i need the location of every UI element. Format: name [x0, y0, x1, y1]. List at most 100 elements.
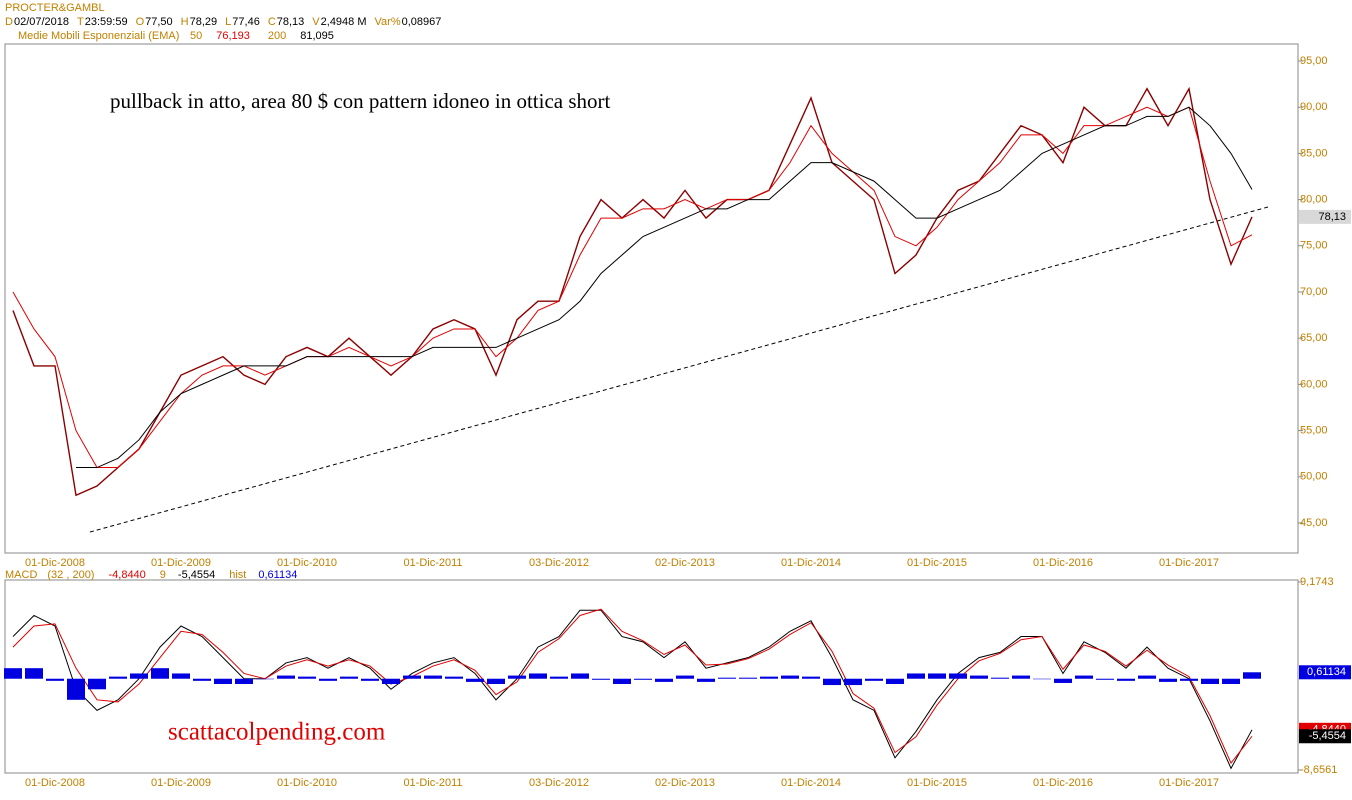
macd-legend: 9 — [160, 569, 166, 581]
y-tick-label: 95,00 — [1300, 55, 1328, 67]
x-tick-label: 01-Dic-2015 — [907, 557, 967, 569]
hist-bar — [1243, 672, 1261, 679]
x-tick-label: 01-Dic-2010 — [277, 777, 337, 789]
field-value: 77,50 — [145, 16, 173, 28]
hist-bar — [67, 678, 85, 700]
field-value: 2,4948 M — [321, 16, 367, 28]
hist-bar — [1138, 675, 1156, 679]
y-tick-label: 55,00 — [1300, 424, 1328, 436]
hist-bar — [592, 678, 610, 680]
hist-bar — [319, 678, 337, 681]
field-value: 02/07/2018 — [14, 16, 69, 28]
watermark: scattacolpending.com — [168, 719, 386, 746]
x-tick-label: 01-Dic-2009 — [151, 557, 211, 569]
hist-bar — [781, 675, 799, 679]
y-tick-label: 85,00 — [1300, 147, 1328, 159]
x-tick-label: 01-Dic-2015 — [907, 777, 967, 789]
hist-bar — [487, 678, 505, 685]
hist-bar — [382, 678, 400, 685]
hist-bar — [928, 673, 946, 679]
x-tick-label: 01-Dic-2008 — [25, 777, 85, 789]
series-line — [76, 106, 1253, 469]
legend-name: 50 — [190, 30, 202, 42]
hist-bar — [172, 673, 190, 679]
hist-bar — [1159, 678, 1177, 682]
macd-legend: MACD — [5, 569, 37, 581]
hist-bar — [655, 678, 673, 682]
macd-legend: hist — [229, 569, 246, 581]
last-value-box — [1299, 665, 1351, 680]
hist-bar — [214, 678, 232, 685]
x-tick-label: 03-Dic-2012 — [529, 557, 589, 569]
series-line — [12, 106, 1253, 469]
hist-bar — [886, 678, 904, 685]
x-tick-label: 01-Dic-2014 — [781, 777, 841, 789]
hist-bar — [256, 678, 274, 680]
hist-bar — [697, 678, 715, 682]
field-key: Var% — [375, 16, 401, 28]
y-tick-label: 50,00 — [1300, 471, 1328, 483]
hist-bar — [277, 675, 295, 679]
x-tick-label: 02-Dic-2013 — [655, 777, 715, 789]
x-tick-label: 01-Dic-2011 — [403, 557, 462, 569]
hist-bar — [1033, 678, 1051, 680]
hist-bar — [1222, 678, 1240, 685]
y-tick-label: 45,00 — [1300, 517, 1328, 529]
hist-bar — [424, 675, 442, 679]
field-key: D — [5, 16, 13, 28]
hist-bar — [1012, 675, 1030, 679]
hist-bar — [529, 673, 547, 679]
hist-bar — [445, 676, 463, 679]
y-tick-label: 65,00 — [1300, 332, 1328, 344]
x-tick-label: 01-Dic-2010 — [277, 557, 337, 569]
x-tick-label: 01-Dic-2017 — [1159, 557, 1219, 569]
hist-bar — [907, 673, 925, 679]
hist-bar — [4, 668, 22, 679]
x-tick-label: 01-Dic-2014 — [781, 557, 841, 569]
field-value: 78,29 — [190, 16, 218, 28]
field-key: C — [268, 16, 276, 28]
x-tick-label: 01-Dic-2011 — [403, 777, 462, 789]
y-tick-label: 70,00 — [1300, 286, 1328, 298]
hist-bar — [340, 676, 358, 679]
hist-bar — [1180, 678, 1198, 681]
y-tick-label: 60,00 — [1300, 378, 1328, 390]
hist-bar — [571, 673, 589, 679]
hist-bar — [676, 675, 694, 679]
hist-bar — [130, 673, 148, 679]
y-tick-label: 80,00 — [1300, 193, 1328, 205]
hist-bar — [193, 678, 211, 681]
hist-bar — [739, 677, 757, 679]
x-tick-label: 02-Dic-2013 — [655, 557, 715, 569]
hist-bar — [823, 678, 841, 686]
hist-bar — [613, 678, 631, 685]
hist-bar — [1117, 678, 1135, 681]
y-tick-label: 9,1743 — [1300, 576, 1334, 588]
hist-bar — [550, 676, 568, 679]
last-value: 78,13 — [1318, 211, 1346, 223]
hist-bar — [634, 678, 652, 680]
y-tick-label: -8,6561 — [1300, 764, 1337, 776]
macd-legend: (32 , 200) — [47, 569, 94, 581]
x-tick-label: 01-Dic-2008 — [25, 557, 85, 569]
symbol: PROCTER&GAMBL — [5, 2, 105, 14]
y-tick-label: 75,00 — [1300, 240, 1328, 252]
ema-legend: Medie Mobili Esponenziali (EMA) — [18, 30, 179, 42]
macd-legend: 0,61134 — [258, 569, 297, 581]
hist-bar — [109, 676, 127, 679]
field-key: H — [181, 16, 189, 28]
hist-bar — [991, 677, 1009, 679]
hist-bar — [298, 676, 316, 679]
y-tick-label: 90,00 — [1300, 101, 1328, 113]
legend-value: 81,095 — [300, 30, 334, 42]
last-value-box — [1299, 729, 1351, 744]
macd-legend: -5,4554 — [178, 569, 215, 581]
x-tick-label: 01-Dic-2017 — [1159, 777, 1219, 789]
series-line — [12, 608, 1253, 765]
hist-bar — [865, 678, 883, 681]
x-tick-label: 03-Dic-2012 — [529, 777, 589, 789]
legend-value: 76,193 — [216, 30, 250, 42]
trendline — [89, 206, 1269, 533]
